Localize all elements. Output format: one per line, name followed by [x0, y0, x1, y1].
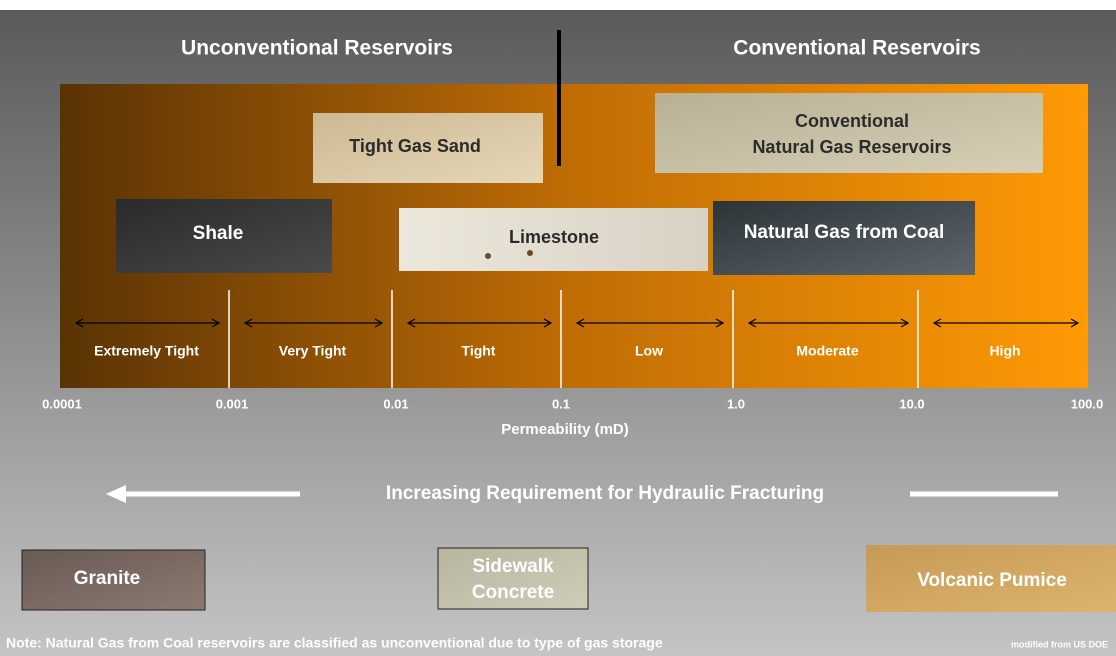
scale-label: 1.0: [727, 396, 745, 411]
scale-label: 0.0001: [42, 396, 82, 411]
axis-label: Permeability (mD): [501, 421, 629, 438]
rock-sample: [313, 113, 543, 183]
scale-label: 0.001: [216, 396, 249, 411]
arrow-head: [715, 318, 725, 328]
class-label: Extremely Tight: [94, 343, 199, 359]
texture: [485, 253, 491, 259]
rock-label: Shale: [193, 223, 244, 244]
class-label: High: [989, 343, 1020, 359]
arrow-head: [106, 485, 126, 503]
arrow-head: [406, 318, 416, 328]
example-label: Granite: [74, 568, 141, 589]
note: Note: Natural Gas from Coal reservoirs a…: [6, 635, 663, 651]
example-sample: [437, 547, 589, 610]
scale-label: 10.0: [899, 396, 924, 411]
class-label: Low: [635, 343, 663, 359]
arrow-head: [243, 318, 253, 328]
header-right: Conventional Reservoirs: [733, 37, 980, 60]
scale-label: 100.0: [1071, 396, 1104, 411]
arrow-head: [932, 318, 942, 328]
rock-sample: [116, 199, 332, 273]
class-label: Very Tight: [279, 343, 347, 359]
rock-label: Natural Gas from Coal: [744, 222, 945, 243]
texture: [527, 250, 533, 256]
permeability-classes: Extremely Tight Very Tight Tight Low Moderat…: [74, 318, 1080, 359]
arrow-head: [900, 318, 910, 328]
example-label: Sidewalk: [472, 556, 554, 577]
rock-label: Natural Gas Reservoirs: [752, 137, 951, 157]
arrow-head: [747, 318, 757, 328]
rock-label: Limestone: [509, 227, 599, 247]
fracturing-label: Increasing Requirement for Hydraulic Fra…: [386, 483, 824, 504]
scale-label: 0.01: [383, 396, 408, 411]
example-sample: [21, 549, 206, 611]
scale-label: 0.1: [552, 396, 570, 411]
arrow-head: [543, 318, 553, 328]
arrow-head: [211, 318, 221, 328]
dividers: [228, 290, 919, 388]
arrow-head: [74, 318, 84, 328]
class-label: Moderate: [796, 343, 858, 359]
scale-labels: 0.0001 0.001 0.01 0.1 1.0 10.0 100.0: [42, 396, 1103, 411]
rock-sample: [655, 93, 1043, 173]
rock-sample: [713, 201, 975, 275]
example-label: Concrete: [472, 582, 554, 603]
header-left: Unconventional Reservoirs: [181, 37, 453, 60]
arrow-head: [1070, 318, 1080, 328]
rock-sample: [399, 208, 708, 271]
rock-label: Tight Gas Sand: [349, 136, 481, 156]
arrow-head: [575, 318, 585, 328]
example-label: Volcanic Pumice: [917, 570, 1067, 591]
example-sample: [866, 545, 1116, 612]
class-label: Tight: [462, 343, 496, 359]
arrow-head: [374, 318, 384, 328]
source: modified from US DOE: [1011, 639, 1108, 649]
rock-label: Conventional: [795, 111, 909, 131]
